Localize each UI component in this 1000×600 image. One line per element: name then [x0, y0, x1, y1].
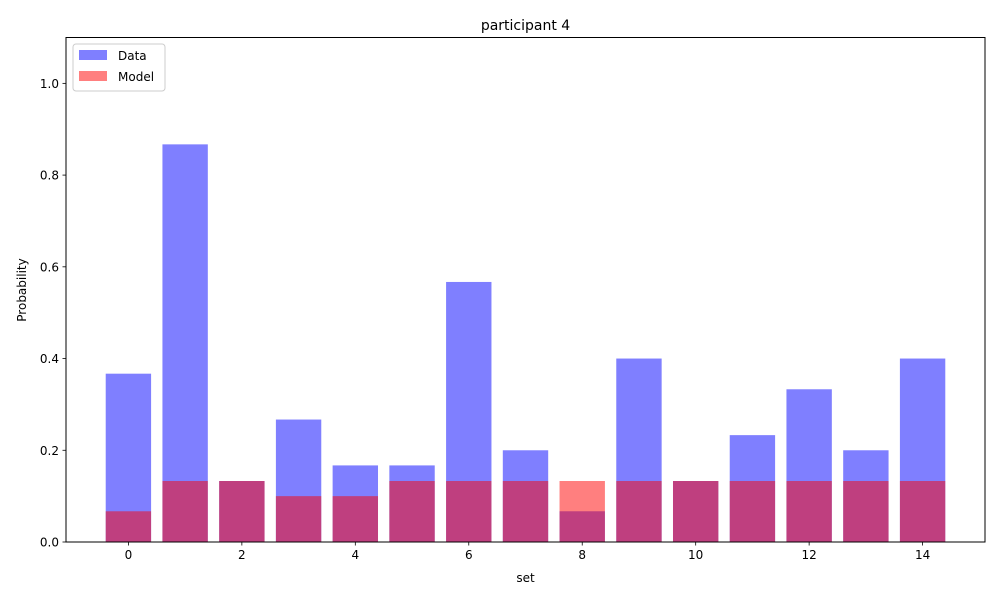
- x-axis-label: set: [516, 571, 535, 585]
- bar-model-12: [786, 481, 832, 542]
- legend: Data Model: [72, 43, 166, 92]
- bar-model-0: [105, 511, 152, 542]
- bar-model-8: [559, 481, 605, 542]
- legend-swatch-model: [79, 71, 107, 81]
- bar-model-5: [389, 481, 435, 542]
- x-tick-label: 14: [915, 548, 930, 562]
- plot-frame: [65, 37, 986, 543]
- x-tick-label: 2: [238, 548, 246, 562]
- bar-model-6: [446, 481, 492, 542]
- legend-label-data: Data: [118, 49, 147, 63]
- bar-model-7: [502, 481, 549, 542]
- y-tick-label: 0.4: [40, 352, 59, 366]
- x-tick-label: 12: [802, 548, 817, 562]
- y-axis-label: Probability: [15, 258, 29, 321]
- chart-title: participant 4: [481, 18, 570, 34]
- bars-layer: [105, 144, 946, 542]
- bar-data-1: [162, 144, 208, 542]
- x-tick-label: 8: [578, 548, 586, 562]
- x-tick-label: 4: [351, 548, 359, 562]
- x-tick-label: 10: [688, 548, 703, 562]
- axes-layer: 0 2 4 6 8 10 12 14 0.0 0.2 0.4 0.6 0.8 1.0: [40, 77, 930, 562]
- bar-model-9: [616, 481, 662, 542]
- x-tick-label: 0: [125, 548, 133, 562]
- x-tick-label: 6: [465, 548, 473, 562]
- y-tick-label: 0.2: [40, 444, 59, 458]
- y-tick-label: 0.0: [40, 536, 59, 550]
- bar-model-11: [729, 481, 776, 542]
- y-tick-label: 1.0: [40, 77, 59, 91]
- bar-model-2: [219, 481, 265, 542]
- bar-model-14: [899, 481, 946, 542]
- legend-label-model: Model: [118, 70, 154, 84]
- bar-model-3: [275, 496, 322, 542]
- bar-model-10: [672, 481, 719, 542]
- y-tick-label: 0.8: [40, 169, 59, 183]
- bar-model-4: [332, 496, 379, 542]
- bar-model-1: [162, 481, 208, 542]
- bar-model-13: [843, 481, 889, 542]
- legend-swatch-data: [79, 50, 107, 60]
- y-tick-label: 0.6: [40, 260, 59, 274]
